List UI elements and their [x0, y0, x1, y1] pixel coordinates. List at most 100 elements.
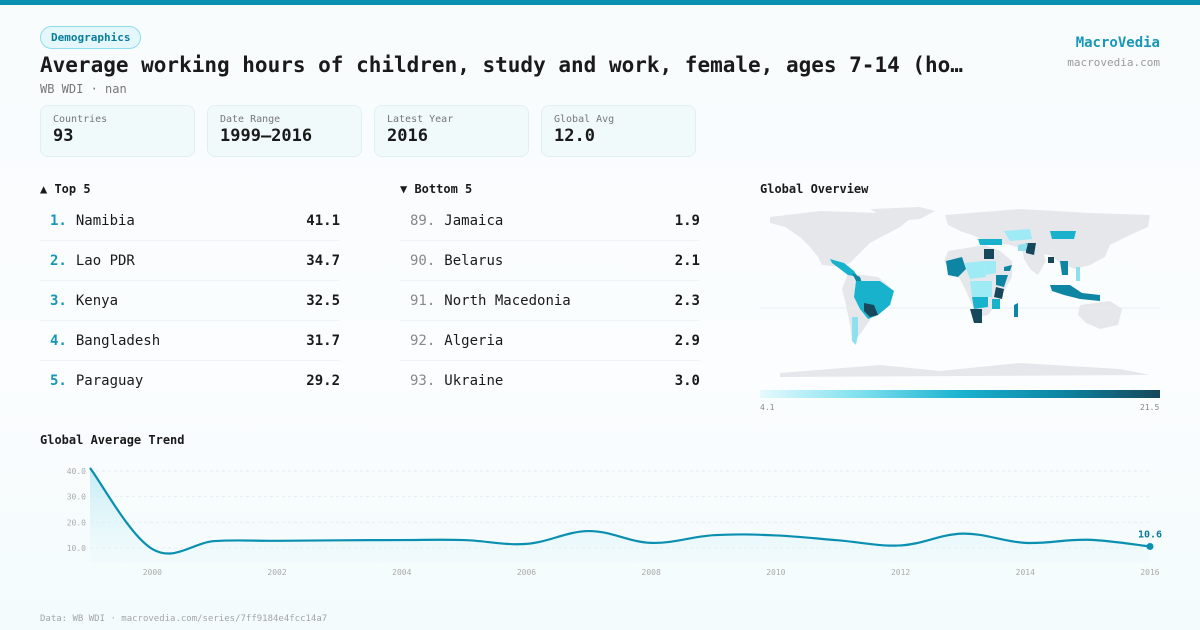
list-item[interactable]: 3. Kenya 32.5 — [40, 281, 340, 321]
bottom5-list: 89. Jamaica 1.9 90. Belarus 2.1 91. North Mac… — [400, 201, 700, 401]
list-item[interactable]: 92. Algeria 2.9 — [400, 321, 700, 361]
y-tick-label: 40.0 — [67, 467, 86, 476]
brand-url[interactable]: macrovedia.com — [1067, 56, 1160, 69]
footer-source: Data: WB WDI · macrovedia.com/series/7ff… — [40, 614, 328, 624]
x-tick-label: 2016 — [1140, 568, 1159, 577]
stats-row: Countries 93 Date Range 1999–2016 Latest… — [40, 105, 696, 157]
country-value: 2.3 — [674, 292, 700, 309]
rank: 89. — [410, 212, 436, 229]
region-australia[interactable] — [1078, 301, 1122, 329]
x-tick-label: 2008 — [642, 568, 661, 577]
map-legend-gradient — [760, 390, 1160, 398]
country-mongolia[interactable] — [1050, 231, 1076, 239]
legend-max-label: 21.5 — [1140, 403, 1160, 412]
country-name: Belarus — [444, 252, 504, 269]
stat-card-latest-year: Latest Year 2016 — [374, 105, 529, 157]
country-name: North Macedonia — [444, 292, 571, 309]
list-item[interactable]: 5. Paraguay 29.2 — [40, 361, 340, 401]
rank: 1. — [50, 212, 67, 229]
country-sahel[interactable] — [964, 261, 986, 279]
region-eurasia[interactable] — [945, 209, 1150, 269]
region-greenland[interactable] — [870, 207, 935, 221]
country-value: 41.1 — [306, 212, 340, 229]
country-name: Kenya — [75, 292, 119, 309]
country-afghanistan[interactable] — [1018, 243, 1028, 251]
country-value: 32.5 — [306, 292, 340, 309]
brand-logo[interactable]: MacroVedia — [1075, 35, 1160, 51]
country-bangladesh[interactable] — [1048, 257, 1054, 263]
country-kenya[interactable] — [994, 287, 1004, 299]
list-item[interactable]: 93. Ukraine 3.0 — [400, 361, 700, 401]
list-item[interactable]: 90. Belarus 2.1 — [400, 241, 700, 281]
country-value: 34.7 — [306, 252, 340, 269]
country-ethiopia[interactable] — [996, 275, 1008, 287]
list-item[interactable]: 4. Bangladesh 31.7 — [40, 321, 340, 361]
country-mexico[interactable] — [830, 259, 858, 277]
country-name: Algeria — [444, 332, 504, 349]
country-sudan[interactable] — [984, 261, 996, 275]
country-indonesia[interactable] — [1050, 285, 1100, 301]
trend-heading: Global Average Trend — [40, 433, 185, 447]
last-point-marker[interactable] — [1146, 542, 1154, 550]
y-tick-label: 10.0 — [67, 544, 86, 553]
trend-area — [90, 467, 1150, 563]
last-value-label: 10.6 — [1138, 529, 1162, 540]
bottom5-heading: ▼ Bottom 5 — [400, 182, 473, 196]
rank: 3. — [50, 292, 67, 309]
list-item[interactable]: 89. Jamaica 1.9 — [400, 201, 700, 241]
country-pakistan[interactable] — [1026, 243, 1036, 255]
map-heading: Global Overview — [760, 182, 869, 196]
region-antarctica[interactable] — [780, 363, 1150, 377]
country-argentina-chile[interactable] — [852, 317, 858, 345]
list-item[interactable]: 1. Namibia 41.1 — [40, 201, 340, 241]
x-tick-label: 2006 — [517, 568, 536, 577]
stat-card-countries: Countries 93 — [40, 105, 195, 157]
country-name: Bangladesh — [75, 332, 161, 349]
country-egypt[interactable] — [984, 249, 994, 259]
country-turkey-region[interactable] — [978, 239, 1002, 245]
country-tanzania[interactable] — [992, 299, 1000, 309]
rank: 90. — [410, 252, 436, 269]
x-tick-label: 2012 — [891, 568, 910, 577]
stat-label: Countries — [53, 114, 108, 125]
country-value: 3.0 — [674, 373, 700, 389]
country-central-america[interactable] — [852, 273, 862, 283]
country-namibia[interactable] — [970, 309, 982, 323]
x-tick-label: 2014 — [1016, 568, 1035, 577]
world-choropleth-map[interactable] — [760, 205, 1160, 380]
stat-label: Global Avg — [554, 114, 615, 125]
page-title: Average working hours of children, study… — [40, 53, 963, 77]
country-philippines[interactable] — [1076, 267, 1080, 281]
list-item[interactable]: 2. Lao PDR 34.7 — [40, 241, 340, 281]
rank: 93. — [410, 373, 436, 389]
list-item[interactable]: 91. North Macedonia 2.3 — [400, 281, 700, 321]
page-subtitle: WB WDI · nan — [40, 82, 127, 96]
country-central-africa[interactable] — [970, 281, 992, 297]
country-west-africa[interactable] — [946, 257, 966, 277]
region-north-america[interactable] — [770, 211, 910, 267]
country-value: 29.2 — [306, 373, 340, 389]
trend-line-chart[interactable]: 10.0 20.0 30.0 40.0 2000 2002 2004 2006 2008 201… — [40, 455, 1170, 580]
rank: 5. — [50, 373, 67, 389]
country-yemen[interactable] — [1004, 265, 1012, 271]
country-bolivia-paraguay[interactable] — [864, 303, 878, 317]
country-name: Lao PDR — [75, 252, 135, 269]
rank: 4. — [50, 332, 67, 349]
country-name: Namibia — [75, 212, 135, 229]
country-madagascar[interactable] — [1014, 303, 1018, 317]
rank: 92. — [410, 332, 436, 349]
y-axis-ticks: 10.0 20.0 30.0 40.0 — [67, 467, 86, 553]
trend-line — [89, 467, 1151, 555]
x-tick-label: 2000 — [143, 568, 162, 577]
country-value: 31.7 — [306, 332, 340, 349]
rank: 2. — [50, 252, 67, 269]
country-value: 2.1 — [674, 252, 700, 269]
stat-value: 2016 — [387, 126, 428, 146]
x-tick-label: 2004 — [392, 568, 411, 577]
region-india[interactable] — [1022, 249, 1046, 275]
country-drc[interactable] — [972, 297, 988, 309]
country-lao-pdr[interactable] — [1060, 261, 1068, 275]
category-badge[interactable]: Demographics — [40, 26, 142, 49]
country-name: Paraguay — [75, 373, 144, 389]
country-kazakhstan[interactable] — [1004, 229, 1032, 241]
